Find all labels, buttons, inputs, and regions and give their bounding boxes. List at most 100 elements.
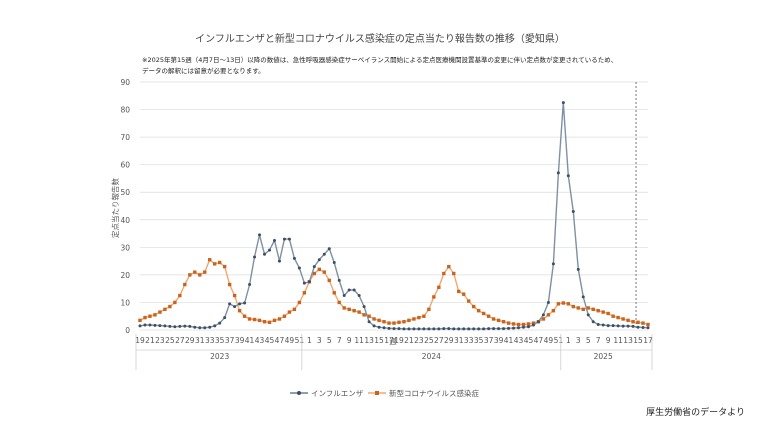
data-point bbox=[481, 311, 486, 316]
data-point bbox=[322, 252, 326, 256]
series-line bbox=[139, 102, 649, 330]
y-tick-label: 90 bbox=[120, 78, 130, 87]
data-point bbox=[238, 302, 242, 306]
x-tick-label: 1 bbox=[307, 336, 312, 345]
data-point bbox=[511, 322, 516, 326]
x-axis-label: 週 bbox=[389, 337, 397, 346]
data-point bbox=[576, 306, 580, 310]
data-point bbox=[471, 304, 476, 309]
y-axis-label: 定点当たり報告数 bbox=[110, 178, 120, 238]
data-point bbox=[477, 327, 481, 331]
data-point bbox=[183, 324, 187, 328]
data-point bbox=[213, 262, 217, 266]
series-layer bbox=[138, 101, 650, 331]
data-point bbox=[312, 265, 316, 269]
data-point bbox=[397, 320, 401, 324]
data-point bbox=[407, 327, 411, 331]
data-point bbox=[476, 309, 481, 313]
x-tick-label: 29 bbox=[444, 336, 454, 345]
data-point bbox=[347, 307, 351, 312]
data-point bbox=[596, 309, 600, 313]
x-tick-label: 31 bbox=[195, 336, 205, 345]
data-point bbox=[332, 260, 336, 264]
data-point bbox=[208, 258, 212, 262]
data-point bbox=[292, 256, 296, 260]
data-point bbox=[606, 311, 610, 316]
data-point bbox=[556, 302, 561, 306]
data-point bbox=[287, 310, 292, 314]
data-point bbox=[173, 300, 177, 305]
data-point bbox=[317, 267, 321, 272]
data-point bbox=[586, 306, 590, 310]
data-point bbox=[501, 320, 506, 324]
data-point bbox=[437, 285, 441, 289]
x-tick-label: 45 bbox=[524, 336, 534, 345]
x-tick-label: 5 bbox=[586, 336, 591, 345]
x-tick-label: 37 bbox=[225, 336, 235, 345]
data-point bbox=[641, 326, 645, 330]
legend-marker-covid bbox=[375, 391, 379, 395]
data-point bbox=[422, 314, 426, 318]
x-tick-label: 39 bbox=[235, 336, 245, 345]
data-point bbox=[222, 264, 227, 269]
data-point bbox=[198, 273, 202, 277]
year-labels: 2023 2024 2025 bbox=[135, 334, 653, 370]
data-point bbox=[193, 270, 197, 274]
data-point bbox=[332, 291, 336, 295]
data-point bbox=[417, 327, 421, 331]
data-point bbox=[392, 327, 396, 331]
data-point bbox=[138, 318, 142, 323]
data-point bbox=[217, 260, 222, 265]
data-point bbox=[626, 318, 630, 323]
data-point bbox=[546, 300, 550, 304]
data-point bbox=[531, 321, 536, 325]
data-point bbox=[243, 301, 247, 305]
data-point bbox=[382, 326, 386, 330]
data-point bbox=[487, 327, 491, 331]
x-tick-label: 19 bbox=[135, 336, 145, 345]
data-point bbox=[616, 315, 620, 320]
x-tick-label: 5 bbox=[327, 336, 332, 345]
x-tick-label: 41 bbox=[245, 336, 255, 345]
x-tick-label: 21 bbox=[145, 336, 155, 345]
data-point bbox=[621, 324, 625, 328]
data-point bbox=[601, 310, 605, 314]
data-point bbox=[143, 323, 147, 327]
data-point bbox=[571, 210, 575, 214]
data-point bbox=[362, 305, 366, 309]
data-point bbox=[412, 317, 416, 321]
data-point bbox=[486, 314, 491, 318]
data-point bbox=[213, 324, 217, 328]
year-label: 2023 bbox=[210, 352, 229, 361]
data-point bbox=[601, 323, 605, 327]
x-tick-label: 21 bbox=[404, 336, 414, 345]
data-point bbox=[457, 327, 461, 331]
x-tick-label: 37 bbox=[484, 336, 494, 345]
data-point bbox=[566, 174, 570, 178]
y-tick-label: 50 bbox=[120, 188, 130, 197]
data-point bbox=[432, 295, 436, 299]
data-point bbox=[357, 310, 361, 314]
data-point bbox=[163, 307, 167, 312]
data-point bbox=[432, 327, 436, 331]
data-point bbox=[576, 267, 580, 271]
data-point bbox=[362, 313, 366, 317]
data-point bbox=[342, 294, 346, 298]
x-tick-label: 27 bbox=[434, 336, 444, 345]
data-point bbox=[297, 300, 302, 305]
data-point bbox=[272, 318, 277, 323]
data-point bbox=[247, 317, 252, 321]
x-tick-label: 49 bbox=[544, 336, 554, 345]
data-point bbox=[148, 323, 152, 327]
data-point bbox=[517, 326, 521, 330]
x-tick-label: 23 bbox=[414, 336, 424, 345]
data-point bbox=[297, 266, 301, 270]
data-point bbox=[237, 309, 242, 313]
data-point bbox=[148, 314, 152, 318]
x-tick-label: 31 bbox=[454, 336, 464, 345]
data-point bbox=[367, 320, 371, 324]
data-point bbox=[442, 327, 446, 331]
data-point bbox=[198, 326, 202, 330]
data-point bbox=[153, 323, 157, 327]
data-point bbox=[327, 278, 331, 283]
